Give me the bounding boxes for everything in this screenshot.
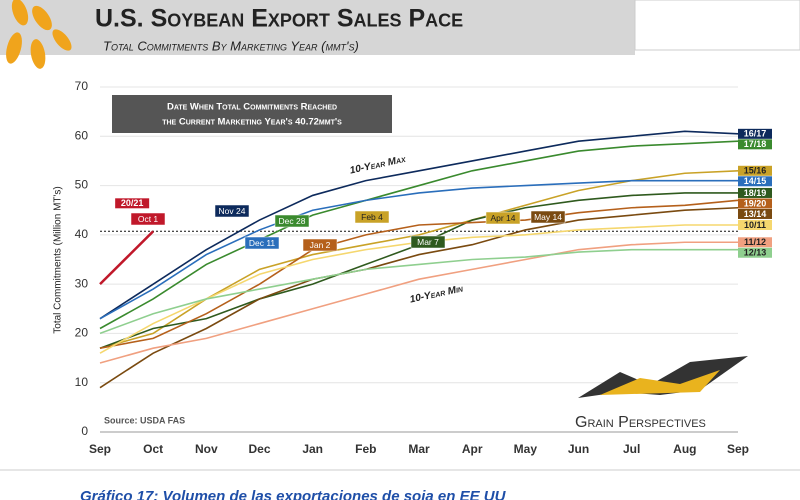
caption: Gráfico 17: Volumen de las exportaciones… xyxy=(80,488,507,500)
y-tick-label: 20 xyxy=(75,326,89,340)
series-line xyxy=(99,140,739,330)
callout-label: Mar 7 xyxy=(417,237,439,247)
callout-label: Feb 4 xyxy=(361,212,383,222)
callout-box xyxy=(302,238,338,252)
callout-box xyxy=(485,211,521,225)
legend-box xyxy=(738,220,772,230)
note-box xyxy=(112,95,392,133)
logo-mark xyxy=(578,356,748,398)
legend-box xyxy=(738,208,772,219)
callout-label: Jan 2 xyxy=(310,240,331,250)
legend-box xyxy=(738,187,772,198)
callout-box xyxy=(354,210,390,224)
callout-box xyxy=(244,236,280,250)
series-line xyxy=(99,130,739,320)
y-tick-label: 70 xyxy=(75,79,89,93)
x-tick-label: Dec xyxy=(248,442,270,456)
callout-label: Oct 1 xyxy=(138,214,159,224)
legend-label: 15/16 xyxy=(744,166,767,176)
note-text: Date When Total Commitments Reached xyxy=(167,102,337,113)
wheat-icon xyxy=(6,0,72,69)
chart-title: U.S. Soybean Export Sales Pace xyxy=(95,5,463,33)
legend-label: 19/20 xyxy=(744,198,767,208)
y-tick-label: 0 xyxy=(81,424,88,438)
x-tick-label: Jan xyxy=(302,442,323,456)
series-line xyxy=(99,248,738,335)
legend-box xyxy=(738,165,772,176)
x-tick-label: May xyxy=(514,442,538,456)
y-tick-label: 30 xyxy=(75,276,89,290)
callout-box xyxy=(214,204,250,218)
legend-label: 13/14 xyxy=(744,209,767,219)
x-tick-label: Sep xyxy=(89,442,111,456)
legend-label: 20/21 xyxy=(121,198,144,208)
y-tick-label: 60 xyxy=(75,128,89,142)
y-axis-label: Total Commitments (Million MT's) xyxy=(53,186,64,333)
x-tick-label: Oct xyxy=(143,442,163,456)
x-tick-label: Jul xyxy=(623,442,640,456)
callout-label: Nov 24 xyxy=(219,206,246,216)
y-tick-label: 50 xyxy=(75,178,89,192)
legend-label: 16/17 xyxy=(744,129,767,139)
callout-box xyxy=(530,210,566,224)
legend-box xyxy=(738,139,772,150)
legend-box xyxy=(115,198,150,209)
legend-label: 11/12 xyxy=(744,237,766,247)
y-tick-label: 40 xyxy=(75,227,89,241)
callout-box xyxy=(410,235,446,249)
max-label: 10-Year Max xyxy=(349,154,408,177)
y-tick-label: 10 xyxy=(75,375,89,389)
banner-end xyxy=(634,0,800,51)
callout-label: May 14 xyxy=(534,212,562,222)
chart-subtitle: Total Commitments By Marketing Year (mmt… xyxy=(103,38,359,53)
legend-label: 18/19 xyxy=(744,188,767,198)
legend-label: 14/15 xyxy=(744,176,767,186)
x-tick-label: Sep xyxy=(727,442,749,456)
logo-text: Grain Perspectives xyxy=(575,414,706,431)
legend-box xyxy=(738,237,772,248)
legend-box xyxy=(738,198,772,209)
title-banner xyxy=(0,0,635,55)
legend-label: 12/13 xyxy=(744,248,767,258)
x-tick-label: Mar xyxy=(408,442,430,456)
note-text: the Current Marketing Year's 40.72mmt's xyxy=(162,117,342,128)
callout-box xyxy=(130,212,166,226)
legend-label: 10/11 xyxy=(744,220,766,230)
x-tick-label: Feb xyxy=(355,442,376,456)
series-line xyxy=(99,206,739,389)
legend-label: 17/18 xyxy=(744,139,767,149)
legend-box xyxy=(738,247,772,258)
series-line xyxy=(99,179,738,320)
legend-box xyxy=(738,176,772,187)
callout-label: Dec 28 xyxy=(279,216,306,226)
min-label: 10-Year Min xyxy=(409,283,465,305)
x-tick-label: Jun xyxy=(568,442,589,456)
series-line xyxy=(99,241,738,364)
callout-label: Apr 14 xyxy=(490,213,515,223)
plot: 0 10 20 30 40 50 60 70 Sep Oct Nov Dec Jan Feb Mar Apr M… xyxy=(75,79,772,456)
x-tick-label: Aug xyxy=(673,442,696,456)
x-tick-label: Nov xyxy=(195,442,218,456)
legend-box xyxy=(738,128,772,139)
source: Source: USDA FAS xyxy=(104,415,185,425)
series-line xyxy=(99,230,155,286)
series-line xyxy=(99,169,739,349)
x-tick-label: Apr xyxy=(462,442,483,456)
series-line xyxy=(99,199,739,350)
callout-box xyxy=(274,214,310,228)
callout-label: Dec 11 xyxy=(249,238,276,248)
